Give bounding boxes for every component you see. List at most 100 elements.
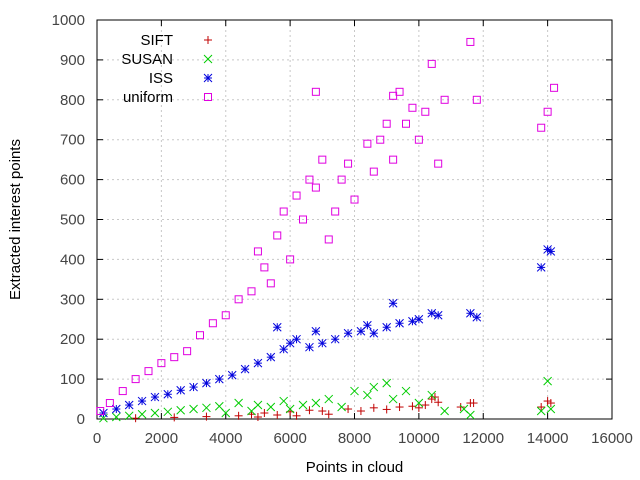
data-point-sift xyxy=(421,401,430,410)
data-point-sift xyxy=(324,410,333,419)
legend-label: SUSAN xyxy=(121,51,173,68)
data-point-susan xyxy=(137,409,147,419)
data-point-uniform xyxy=(292,191,301,200)
legend-marker-iss xyxy=(203,73,213,83)
data-point-iss xyxy=(163,389,173,399)
data-point-sift xyxy=(543,397,552,406)
data-point-sift xyxy=(318,407,327,416)
data-point-iss xyxy=(343,328,353,338)
data-point-uniform xyxy=(221,311,230,320)
data-point-uniform xyxy=(543,107,552,116)
data-point-sift xyxy=(260,409,269,418)
data-point-uniform xyxy=(96,407,105,416)
data-point-uniform xyxy=(369,167,378,176)
legend-marker-uniform xyxy=(204,93,212,101)
data-point-susan xyxy=(401,386,411,396)
data-point-uniform xyxy=(196,331,204,340)
data-point-iss xyxy=(427,308,437,318)
data-point-susan xyxy=(536,406,546,416)
data-point-uniform xyxy=(414,135,423,144)
data-point-uniform xyxy=(157,359,166,368)
data-point-susan xyxy=(543,376,552,386)
x-tick-label: 10000 xyxy=(398,430,440,447)
data-point-uniform xyxy=(273,231,282,240)
data-point-uniform xyxy=(247,287,256,296)
data-point-sift xyxy=(469,399,478,408)
x-tick-label: 12000 xyxy=(462,430,504,447)
data-point-sift xyxy=(170,413,179,422)
data-point-uniform xyxy=(131,375,140,384)
legend: SIFT SUSAN ISS uniform xyxy=(121,32,213,106)
data-point-susan xyxy=(382,378,392,388)
data-point-iss xyxy=(369,328,379,338)
legend-label: uniform xyxy=(123,89,173,106)
x-tick-label: 8000 xyxy=(338,430,371,447)
legend-marker-susan xyxy=(203,54,213,64)
data-point-uniform xyxy=(311,183,320,192)
data-point-uniform xyxy=(208,319,217,328)
data-point-iss xyxy=(176,385,186,395)
data-point-iss xyxy=(137,396,147,406)
y-tick-label: 1000 xyxy=(52,12,85,29)
data-point-iss xyxy=(124,400,134,410)
data-point-uniform xyxy=(305,175,314,184)
data-point-susan xyxy=(279,396,289,406)
grid-lines xyxy=(97,20,612,419)
y-tick-label: 0 xyxy=(77,411,85,428)
data-point-susan xyxy=(150,408,160,418)
data-point-iss xyxy=(543,245,552,254)
data-point-sift xyxy=(456,403,465,412)
data-point-uniform xyxy=(234,295,243,304)
data-points xyxy=(96,37,559,423)
data-point-uniform xyxy=(382,119,391,128)
data-point-sift xyxy=(369,403,378,412)
data-point-sift xyxy=(234,411,243,420)
data-point-sift xyxy=(292,411,301,420)
legend-label: ISS xyxy=(149,70,173,87)
data-point-susan xyxy=(266,402,276,412)
data-point-uniform xyxy=(331,207,340,216)
data-point-iss xyxy=(536,263,546,272)
data-point-uniform xyxy=(144,367,153,376)
data-point-iss xyxy=(363,320,372,330)
x-axis-title: Points in cloud xyxy=(306,459,404,476)
data-point-iss xyxy=(408,316,417,326)
data-point-uniform xyxy=(472,95,481,104)
data-point-iss xyxy=(266,352,276,362)
data-point-susan xyxy=(189,404,198,414)
data-point-susan xyxy=(466,410,475,420)
data-point-uniform xyxy=(421,107,430,116)
data-point-susan xyxy=(324,394,334,404)
legend-marker-sift xyxy=(204,36,212,44)
y-tick-label: 600 xyxy=(60,172,85,189)
data-point-susan xyxy=(388,394,398,404)
data-point-susan xyxy=(253,400,263,410)
data-point-sift xyxy=(356,407,365,416)
data-point-iss xyxy=(395,318,404,328)
data-point-susan xyxy=(546,404,556,414)
data-point-iss xyxy=(253,358,263,368)
data-point-sift xyxy=(202,412,211,421)
y-tick-label: 100 xyxy=(60,371,85,388)
x-tick-label: 2000 xyxy=(145,430,178,447)
data-point-sift xyxy=(427,395,436,404)
data-point-uniform xyxy=(537,123,546,132)
data-point-uniform xyxy=(279,207,288,216)
data-point-uniform xyxy=(299,215,307,224)
plot-frame xyxy=(96,19,613,420)
data-point-susan xyxy=(285,404,295,414)
data-point-iss xyxy=(240,364,250,374)
data-point-susan xyxy=(311,398,321,408)
data-point-uniform xyxy=(408,103,417,112)
data-point-uniform xyxy=(389,91,398,100)
data-point-susan xyxy=(337,402,346,412)
y-axis-title: Extracted interest points xyxy=(7,139,24,300)
x-tick-label: 0 xyxy=(93,430,101,447)
data-point-uniform xyxy=(344,159,353,168)
data-point-iss xyxy=(546,247,556,256)
data-point-susan xyxy=(363,390,372,400)
data-point-iss xyxy=(214,374,224,384)
data-point-uniform xyxy=(427,59,436,68)
data-point-uniform xyxy=(376,135,385,144)
